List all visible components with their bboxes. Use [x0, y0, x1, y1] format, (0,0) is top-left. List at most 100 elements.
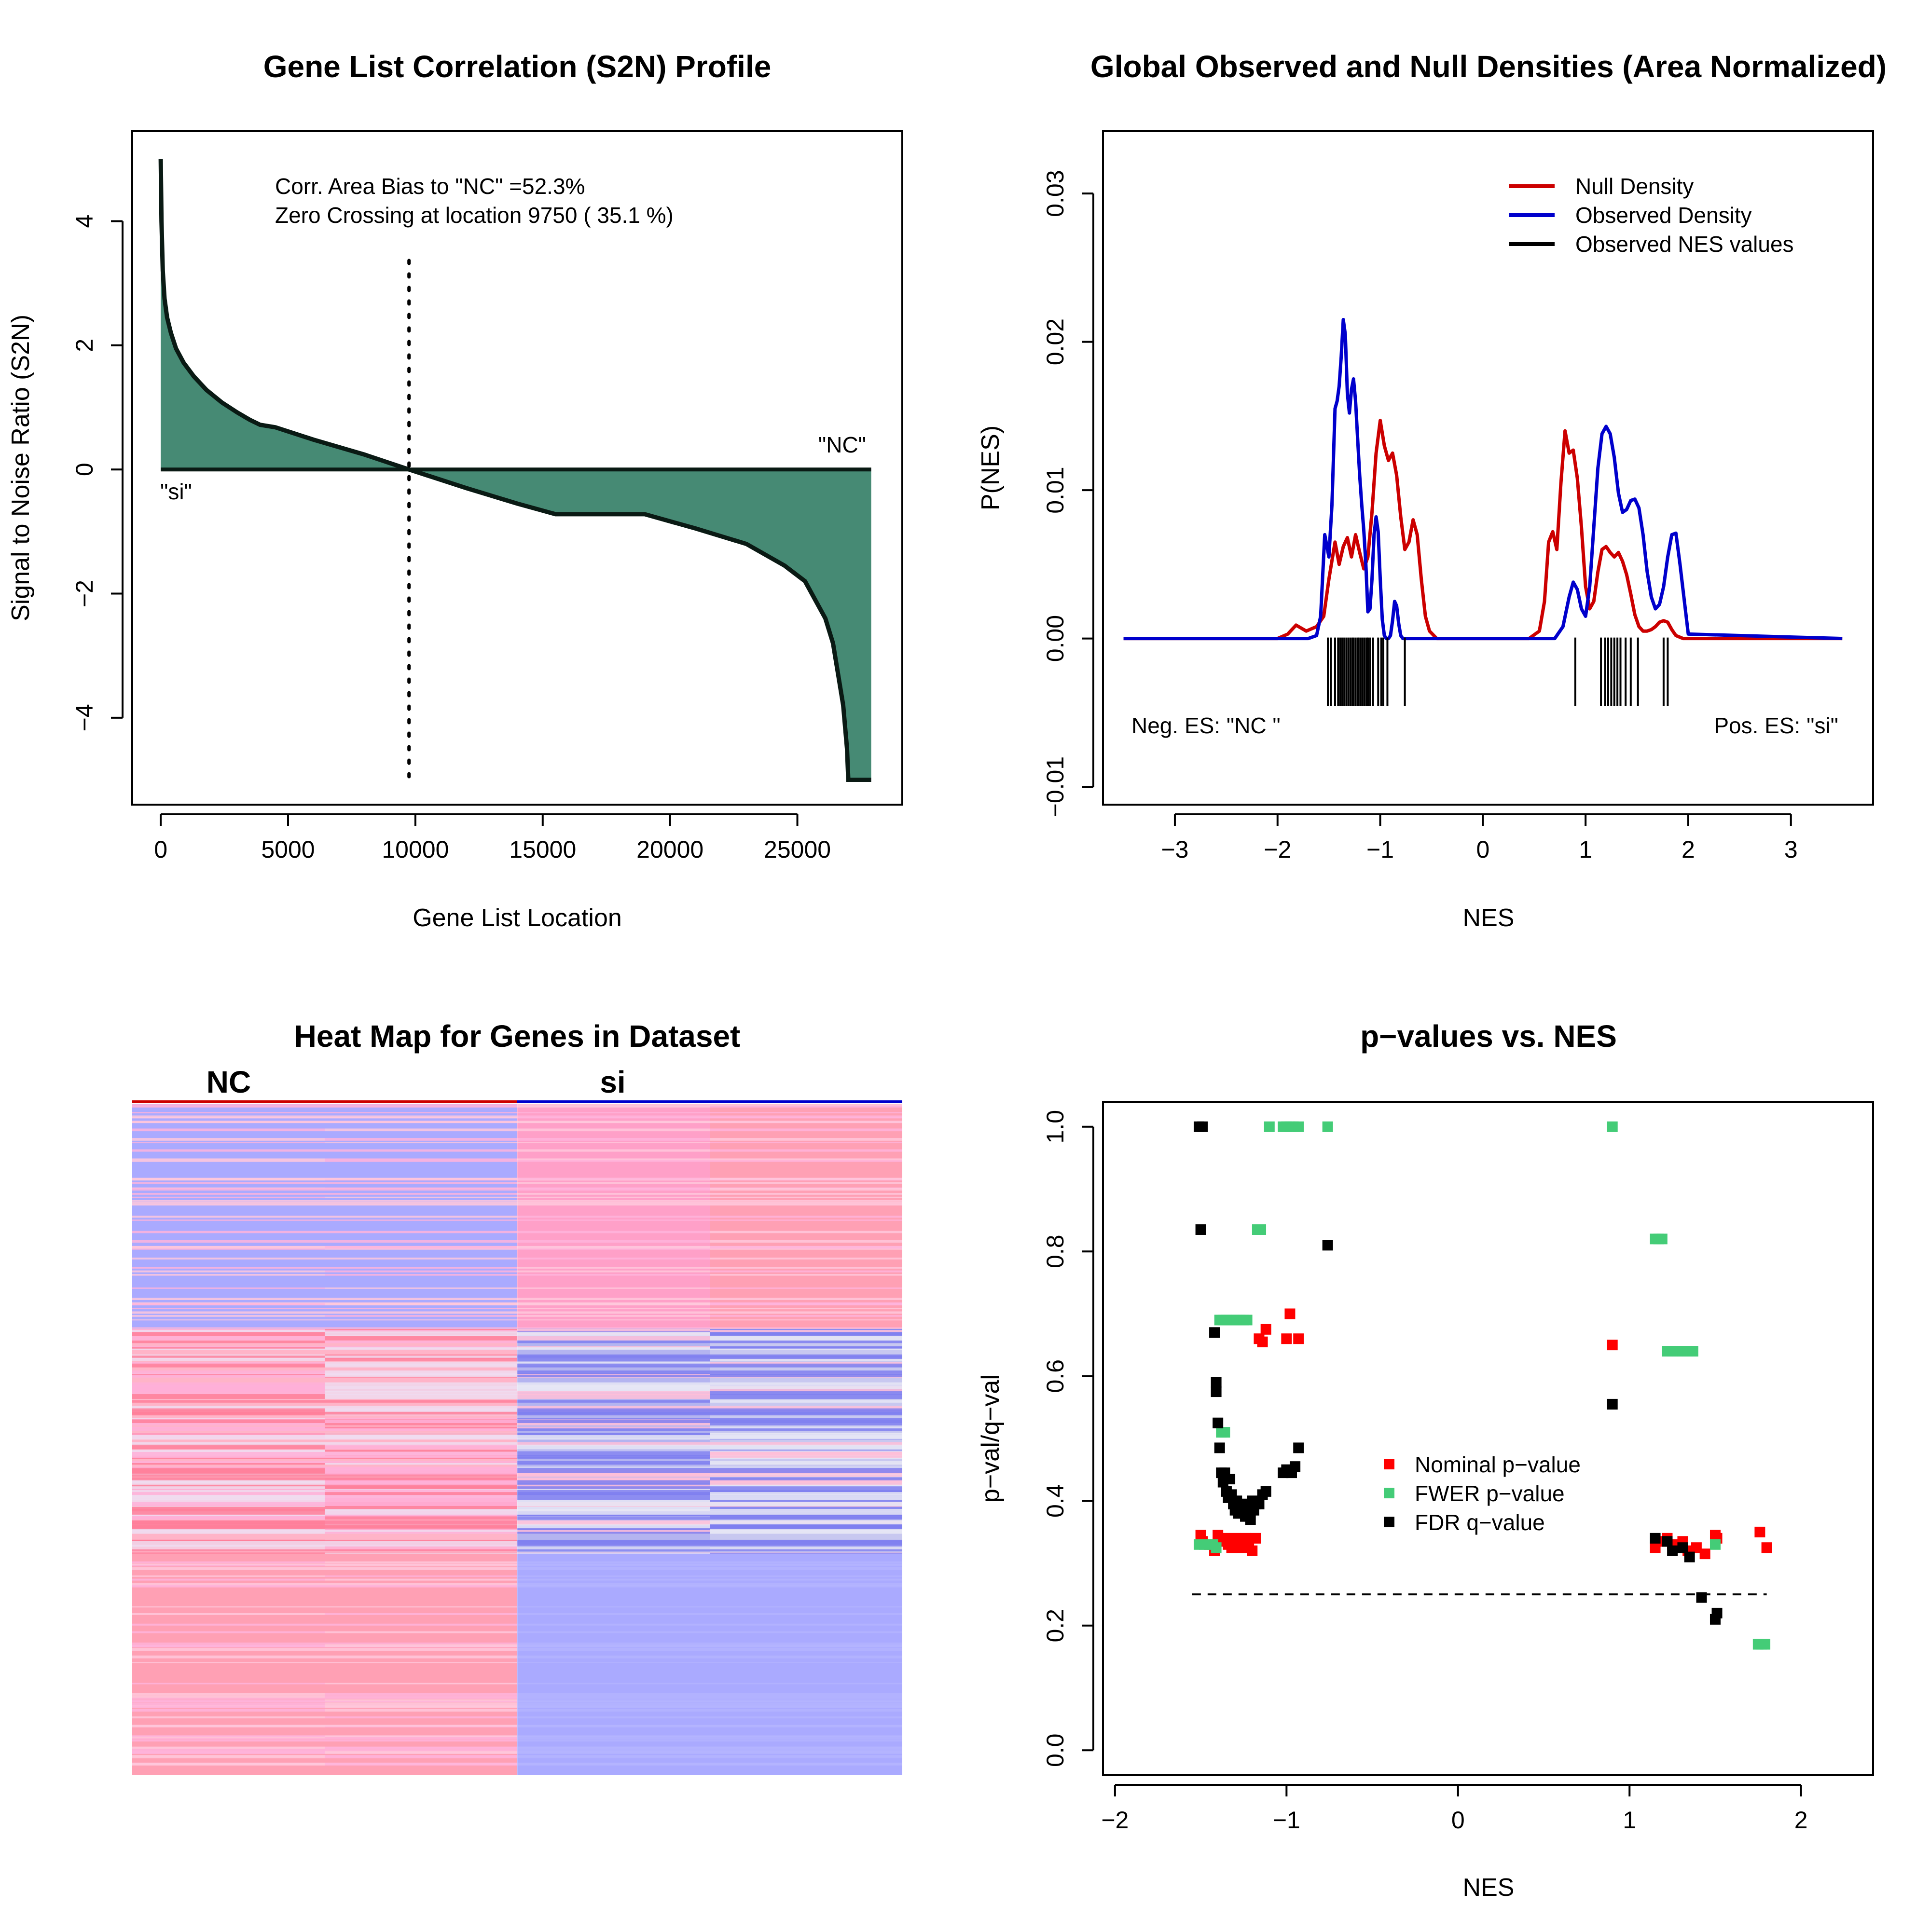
null-density-line [1123, 419, 1843, 641]
heatmap-stripe [132, 1655, 325, 1658]
heatmap-stripe [132, 1613, 325, 1615]
heatmap-group-label-si: si [600, 1065, 625, 1099]
fdr-q-point [1214, 1442, 1225, 1453]
heatmap-stripe [517, 1457, 710, 1459]
heatmap-stripe [325, 1578, 517, 1581]
heatmap-stripe [517, 1311, 710, 1314]
heatmap-stripe [517, 1508, 710, 1515]
heatmap-stripe [132, 1104, 325, 1107]
heatmap-stripe [325, 1735, 517, 1738]
s2n-y-axis: −4 −2 0 2 4 [71, 215, 124, 731]
density-y-axis: −0.01 0.00 0.01 0.02 0.03 [1042, 170, 1094, 817]
s2n-y-tick-label: −4 [71, 704, 98, 731]
heatmap-stripe [132, 1751, 325, 1754]
heatmap-stripe [325, 1567, 517, 1570]
fdr-q-point [1213, 1417, 1224, 1428]
heatmap-stripe [517, 1700, 710, 1702]
density-xlabel: NES [1463, 904, 1515, 932]
heatmap-stripe [710, 1623, 902, 1626]
heatmap-stripe [710, 1461, 902, 1464]
heatmap-stripe [132, 1575, 325, 1577]
heatmap-stripe [517, 1644, 710, 1647]
heatmap-stripe [710, 1755, 902, 1759]
pvalue-y-tick-label: 0.0 [1042, 1734, 1069, 1768]
heatmap-stripe [325, 1564, 517, 1567]
heatmap-stripe [517, 1411, 710, 1415]
pvalue-x-tick-label: 0 [1451, 1807, 1465, 1834]
legend-observed-nes-label: Observed NES values [1575, 232, 1794, 257]
heatmap-stripe [132, 1585, 325, 1588]
heatmap-panel: Heat Map for Genes in Dataset NC si [132, 1019, 902, 1775]
heatmap-stripe [517, 1502, 710, 1507]
heatmap-stripe [325, 1391, 517, 1395]
heatmap-stripe [132, 1112, 325, 1113]
heatmap-stripe [325, 1106, 517, 1108]
nominal-p-point [1250, 1533, 1261, 1544]
heatmap-stripe [517, 1583, 710, 1586]
heatmap-stripe [132, 1188, 325, 1191]
heatmap-stripe [132, 1106, 325, 1108]
heatmap-stripe [517, 1115, 710, 1118]
nominal-p-point [1754, 1526, 1765, 1537]
heatmap-stripe [132, 1502, 325, 1507]
heatmap-stripe [132, 1394, 325, 1399]
heatmap-stripe [132, 1702, 325, 1705]
heatmap-stripe [517, 1473, 710, 1477]
heatmap-stripe [132, 1159, 325, 1162]
heatmap-stripe [517, 1158, 710, 1161]
heatmap-stripe [132, 1467, 325, 1473]
heatmap-stripe [132, 1382, 325, 1389]
heatmap-stripe [325, 1327, 517, 1329]
heatmap-stripe [517, 1435, 710, 1439]
heatmap-stripe [710, 1631, 902, 1633]
heatmap-stripe [325, 1494, 517, 1500]
heatmap-stripe [710, 1287, 902, 1289]
heatmap-stripe [132, 1709, 325, 1712]
heatmap-stripe [517, 1159, 710, 1162]
heatmap-stripe [325, 1648, 517, 1651]
fwer-p-point [1211, 1542, 1222, 1553]
heatmap-stripe [325, 1749, 517, 1752]
density-annotation-pos-es: Pos. ES: "si" [1714, 713, 1838, 738]
heatmap-stripe [710, 1121, 902, 1124]
heatmap-stripe [132, 1391, 325, 1395]
heatmap-stripe [710, 1738, 902, 1740]
heatmap-stripe [325, 1408, 517, 1411]
heatmap-stripe [710, 1303, 902, 1305]
heatmap-stripe [710, 1763, 902, 1766]
heatmap-stripe [132, 1452, 325, 1458]
heatmap-stripe [325, 1246, 517, 1249]
fdr-q-point [1254, 1498, 1265, 1509]
heatmap-stripe [325, 1274, 517, 1276]
fwer-p-point [1264, 1121, 1275, 1132]
heatmap-stripe [710, 1149, 902, 1152]
heatmap-stripe [710, 1196, 902, 1198]
heatmap-stripe [517, 1563, 710, 1565]
legend-fwer-label: FWER p−value [1415, 1481, 1565, 1506]
heatmap-stripe [517, 1391, 710, 1395]
heatmap-stripe [132, 1662, 325, 1663]
density-y-tick-label: 0.00 [1042, 615, 1069, 662]
heatmap-stripe [132, 1749, 325, 1752]
heatmap-stripe [517, 1215, 710, 1218]
heatmap-stripe [325, 1419, 517, 1424]
heatmap-stripe [517, 1106, 710, 1108]
heatmap-stripe [132, 1648, 325, 1651]
pvalue-points-layer [1192, 1121, 1772, 1650]
density-x-tick-label: 1 [1579, 836, 1592, 863]
heatmap-stripe [325, 1112, 517, 1113]
heatmap-stripe [710, 1549, 902, 1552]
heatmap-stripe [132, 1359, 325, 1361]
heatmap-stripe [132, 1257, 325, 1260]
heatmap-stripe [517, 1585, 710, 1588]
heatmap-stripe [710, 1200, 902, 1202]
heatmap-stripe [132, 1246, 325, 1249]
heatmap-stripe [517, 1138, 710, 1141]
heatmap-stripe [132, 1196, 325, 1198]
heatmap-stripe [517, 1433, 710, 1435]
heatmap-stripe [325, 1426, 517, 1429]
heatmap-title: Heat Map for Genes in Dataset [294, 1019, 741, 1054]
heatmap-stripe [517, 1578, 710, 1581]
pvalue-x-tick-label: 2 [1794, 1807, 1808, 1834]
